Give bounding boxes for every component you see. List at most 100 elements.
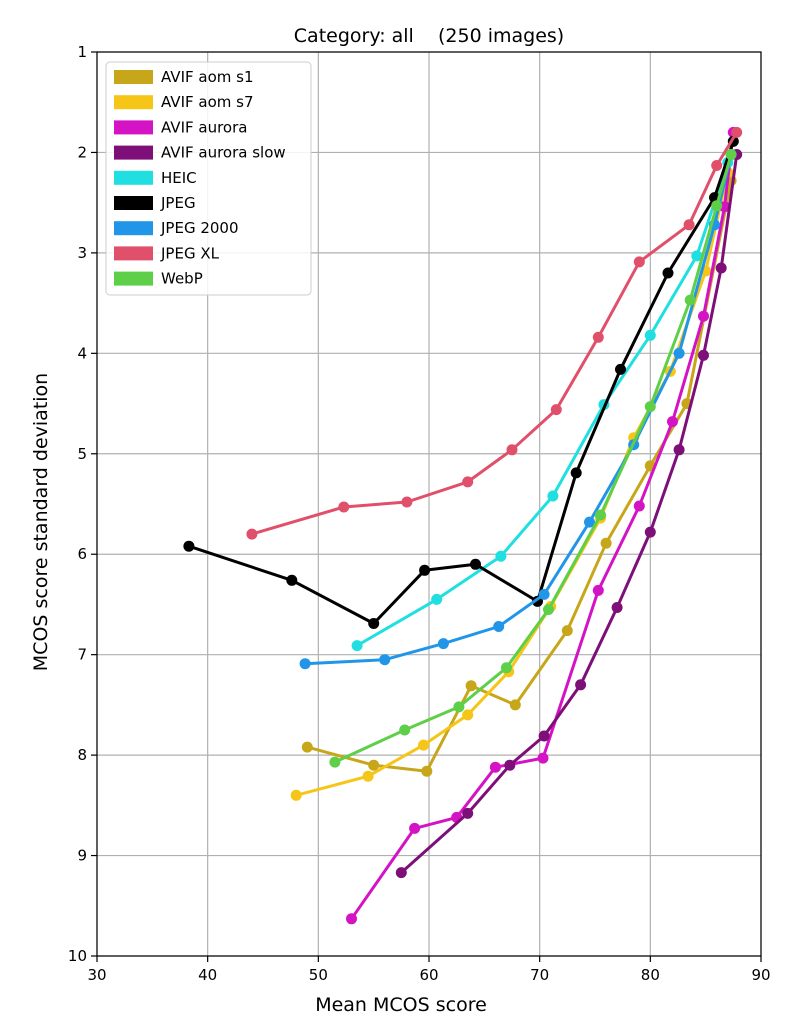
data-point [698,349,709,361]
data-point [673,444,685,456]
x-tick-label: 50 [309,966,328,984]
data-point [698,310,709,322]
data-point [399,724,411,736]
data-point [509,699,521,711]
chart-title: Category: all (250 images) [294,25,564,47]
data-point [489,761,501,773]
data-point [462,709,474,721]
data-point [644,329,656,341]
y-tick-label: 10 [68,947,87,965]
data-point [547,490,559,502]
data-point [711,200,723,212]
x-tick-label: 60 [419,966,438,984]
legend-swatch [114,196,153,210]
data-point [667,416,678,428]
series-avif-aurora-slow [395,149,743,879]
data-point [561,625,573,637]
series-jpeg [183,135,739,629]
data-point [575,679,587,691]
data-point [362,770,374,782]
y-tick-label: 2 [77,143,87,161]
data-point [346,913,357,925]
data-point [538,730,550,742]
data-point [286,574,298,586]
data-point [462,807,474,819]
series-jpeg-xl [246,126,743,540]
series-line [356,162,730,647]
data-point [538,588,550,600]
data-point [501,662,512,674]
data-point [453,701,465,713]
data-point [329,756,341,768]
data-point [731,126,743,138]
y-tick-label: 9 [77,847,87,865]
series-line [334,154,733,764]
data-point [644,401,656,413]
legend-swatch [114,120,153,135]
data-point [395,867,407,879]
y-tick-label: 8 [77,746,87,764]
data-point [470,558,481,570]
data-point [301,741,313,753]
data-point [644,526,656,538]
legend-swatch [114,170,153,185]
data-point [495,550,507,562]
legend-swatch [114,145,153,160]
legend-label: WebP [161,270,203,288]
series-line [305,154,733,666]
data-point [683,219,695,231]
data-point [401,496,413,508]
y-tick-label: 1 [77,43,87,61]
legend-swatch [114,95,153,110]
data-point [584,516,595,528]
data-point [431,593,443,605]
data-point [662,267,674,279]
y-tick-label: 6 [77,545,87,563]
y-axis-title: MCOS score standard deviation [30,373,52,671]
data-point [611,602,623,613]
data-point [595,509,606,521]
data-point [715,262,727,274]
legend-box [105,61,312,296]
data-point [290,789,302,801]
x-tick-label: 80 [641,966,660,984]
data-point [368,759,380,771]
data-point [615,363,626,375]
y-tick-label: 4 [77,344,87,362]
data-point [437,638,449,650]
data-point [493,621,505,632]
legend-swatch [114,246,153,261]
data-point [368,618,380,629]
legend-label: AVIF aurora slow [161,144,286,162]
legend-label: JPEG [160,194,196,212]
data-point [550,404,562,416]
data-point [600,537,612,549]
data-point [592,331,604,343]
data-point [338,501,350,513]
axis-ticks: 30 40 50 60 70 80 90 1 2 3 4 5 6 7 8 9 10 [68,43,771,984]
data-point [409,822,421,834]
legend-swatch [114,271,153,286]
data-point [725,149,737,160]
data-point [543,604,554,615]
series-layer [183,126,743,925]
y-tick-label: 3 [77,244,87,262]
data-point [684,294,696,306]
data-point [183,540,195,552]
legend-label: HEIC [161,169,197,187]
legend-label: AVIF aurora [161,118,247,136]
data-point [711,160,723,171]
data-point [421,765,433,777]
data-point [379,654,391,666]
data-point [691,250,703,262]
data-point [537,752,549,764]
x-tick-label: 90 [751,966,770,984]
x-tick-label: 40 [198,966,217,984]
data-point [462,476,474,488]
x-tick-label: 70 [530,966,549,984]
data-point [506,444,518,456]
data-point [592,584,604,596]
series-jpeg-2000 [299,149,737,670]
x-axis-title: Mean MCOS score [315,994,487,1016]
